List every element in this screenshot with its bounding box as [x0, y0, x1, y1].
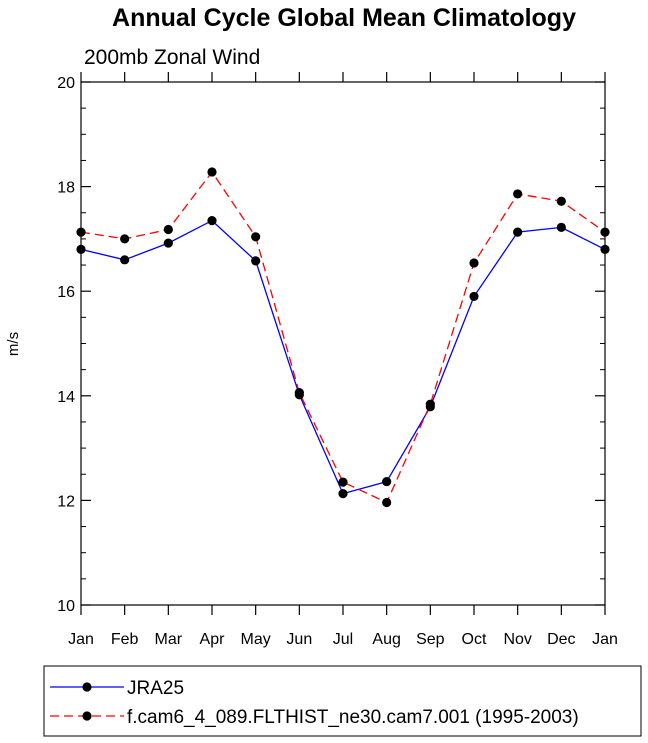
series-1-point [338, 489, 348, 499]
legend-label-2: f.cam6_4_089.FLTHIST_ne30.cam7.001 (1995… [127, 707, 579, 728]
series-1-point [76, 244, 86, 254]
x-tick-label: Sep [416, 631, 445, 648]
x-axis-ticks: Jan Feb Mar Apr May Jun Jul Aug Sep Oct Nov Dec Jan [68, 72, 618, 648]
x-tick-label: Feb [111, 631, 139, 648]
x-tick-label: Dec [547, 631, 575, 648]
series-2-point [251, 232, 261, 242]
y-tick-label: 14 [57, 389, 75, 406]
series-2-point [425, 399, 435, 409]
chart-subtitle: 200mb Zonal Wind [84, 46, 260, 69]
series-2-point [76, 227, 86, 237]
series-2-point [600, 227, 610, 237]
series-2-point [207, 167, 217, 177]
y-tick-label: 10 [57, 598, 75, 615]
y-tick-label: 18 [57, 180, 75, 197]
series-2-point [382, 497, 392, 508]
series-1-point [207, 215, 217, 226]
series-2-point [469, 258, 479, 268]
series-2-point [163, 224, 173, 235]
x-tick-label: May [241, 631, 271, 648]
series-2-point [513, 189, 523, 199]
series-2-point [556, 196, 566, 206]
legend: JRA25 f.cam6_4_089.FLTHIST_ne30.cam7.001 … [50, 678, 579, 728]
x-tick-label: Apr [200, 631, 226, 648]
y-axis-label: m/s [5, 332, 22, 356]
series-1-point [251, 256, 261, 266]
x-tick-label: Jan [592, 631, 618, 648]
x-tick-label: Oct [462, 631, 487, 648]
x-tick-label: Aug [372, 631, 400, 648]
series-2-point [294, 388, 304, 398]
y-tick-label: 16 [57, 284, 75, 301]
series-1-point [600, 244, 610, 254]
series-line-2 [80, 170, 606, 504]
series-line-1 [80, 219, 606, 495]
series-2-point [120, 234, 130, 244]
x-tick-label: Mar [155, 631, 183, 648]
legend-label-1: JRA25 [127, 678, 184, 699]
y-tick-label: 20 [57, 75, 75, 92]
x-tick-label: Nov [503, 631, 531, 648]
chart-title: Annual Cycle Global Mean Climatology [112, 4, 576, 32]
y-axis-ticks: 10 12 14 16 18 20 [57, 75, 605, 615]
series-1-point [513, 227, 523, 237]
series-layer [76, 167, 610, 508]
series-2-point [338, 477, 348, 487]
x-tick-label: Jun [286, 631, 312, 648]
series-1-point [382, 476, 392, 487]
legend-box [43, 665, 642, 737]
legend-marker-1 [82, 682, 92, 692]
legend-marker-2 [82, 711, 92, 721]
series-1-point [556, 222, 566, 232]
x-tick-label: Jul [333, 631, 353, 648]
plot-frame [80, 81, 606, 606]
series-1-point [163, 238, 173, 248]
series-1-point [120, 255, 130, 265]
x-tick-label: Jan [68, 631, 94, 648]
y-tick-label: 12 [57, 493, 75, 510]
series-1-point [469, 291, 479, 302]
